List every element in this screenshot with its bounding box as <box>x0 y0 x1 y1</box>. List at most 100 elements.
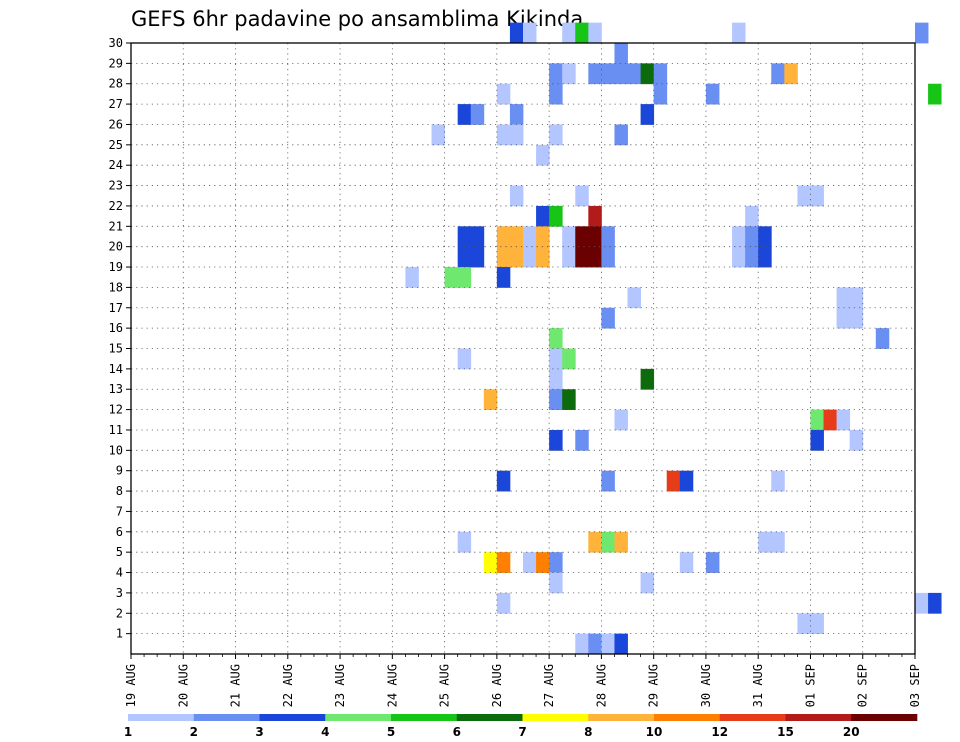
x-tick-label: 29 AUG <box>647 664 661 707</box>
y-tick-label: 25 <box>109 138 123 152</box>
precip-cell <box>810 429 824 451</box>
precip-cell <box>745 246 759 268</box>
precip-cell <box>614 531 628 553</box>
precip-cell <box>614 633 628 655</box>
precip-cell <box>601 470 615 492</box>
precip-cell <box>536 552 550 573</box>
y-tick-label: 17 <box>109 301 123 315</box>
precip-cell <box>496 592 511 614</box>
precip-cell <box>523 246 537 268</box>
y-tick-label: 11 <box>109 423 123 437</box>
precip-cell <box>509 124 524 146</box>
precip-cell <box>509 22 524 44</box>
legend-swatch <box>259 714 326 721</box>
precip-cell <box>810 409 824 431</box>
y-tick-label: 27 <box>109 97 123 111</box>
precip-cell <box>536 226 550 248</box>
precip-cell <box>509 104 524 125</box>
precip-cell <box>496 470 511 492</box>
precip-cell <box>732 226 746 248</box>
y-tick-label: 29 <box>109 56 123 70</box>
precip-cell <box>509 185 524 207</box>
precip-cell <box>536 246 550 268</box>
precip-cell <box>732 22 746 44</box>
y-tick-label: 15 <box>109 342 123 356</box>
precip-cell <box>849 307 864 329</box>
precip-cell <box>771 63 785 85</box>
precip-cell <box>562 246 576 268</box>
precip-cell <box>483 389 498 410</box>
y-tick-label: 23 <box>109 179 123 193</box>
precip-cell <box>915 592 929 614</box>
x-tick-label: 21 AUG <box>229 664 243 707</box>
legend-label: 4 <box>321 725 329 739</box>
precip-cell <box>771 531 785 553</box>
precip-cell <box>745 205 759 227</box>
precip-cell <box>797 185 811 207</box>
precip-cell <box>496 83 511 105</box>
x-tick-label: 22 AUG <box>281 664 295 707</box>
precipitation-cells <box>405 22 942 655</box>
legend-swatch <box>193 714 260 721</box>
precip-cell <box>588 633 602 655</box>
precip-cell <box>640 368 655 390</box>
y-tick-label: 28 <box>109 77 123 91</box>
precip-cell <box>496 552 511 573</box>
precip-cell <box>549 205 563 227</box>
legend-swatch <box>522 714 589 721</box>
legend-swatch <box>325 714 392 721</box>
x-tick-label: 23 AUG <box>333 664 347 707</box>
precip-cell <box>588 63 602 85</box>
precip-cell <box>470 104 485 125</box>
legend-swatch <box>456 714 523 721</box>
precip-cell <box>705 83 720 105</box>
x-tick-label: 30 AUG <box>699 664 713 707</box>
precip-cell <box>457 531 472 553</box>
precip-cell <box>601 63 615 85</box>
legend-label: 20 <box>843 725 860 739</box>
precip-cell <box>627 287 641 309</box>
precip-cell <box>627 63 641 85</box>
precip-cell <box>523 552 537 573</box>
precip-cell <box>640 572 655 594</box>
y-tick-label: 8 <box>116 484 123 498</box>
precip-cell <box>784 63 798 85</box>
precip-cell <box>575 429 589 451</box>
y-tick-label: 18 <box>109 280 123 294</box>
precip-cell <box>588 531 602 553</box>
y-tick-label: 30 <box>109 36 123 50</box>
precip-cell <box>496 246 511 268</box>
precip-cell <box>836 307 851 329</box>
precip-cell <box>457 348 472 370</box>
y-axis-ticks: 1234567891011121314151617181920212223242… <box>109 36 131 641</box>
precip-cell <box>640 63 655 85</box>
precip-cell <box>549 124 563 146</box>
precip-cell <box>614 124 628 146</box>
precip-cell <box>601 633 615 655</box>
precip-cell <box>562 348 576 370</box>
precip-cell <box>705 552 720 573</box>
y-tick-label: 12 <box>109 403 123 417</box>
legend-label: 10 <box>646 725 663 739</box>
y-tick-label: 14 <box>109 362 123 376</box>
precip-cell <box>549 389 563 410</box>
precip-cell <box>679 470 694 492</box>
precip-cell <box>496 124 511 146</box>
precip-cell <box>536 205 550 227</box>
precip-cell <box>653 63 668 85</box>
legend-swatch <box>719 714 786 721</box>
y-tick-label: 4 <box>116 566 123 580</box>
precip-cell <box>875 328 890 349</box>
precip-cell <box>601 307 615 329</box>
y-tick-label: 21 <box>109 219 123 233</box>
precip-cell <box>457 104 472 125</box>
precip-cell <box>562 63 576 85</box>
legend-label: 7 <box>518 725 526 739</box>
precip-cell <box>562 226 576 248</box>
x-tick-label: 26 AUG <box>490 664 504 707</box>
y-tick-label: 6 <box>116 525 123 539</box>
precip-cell <box>849 287 864 309</box>
y-tick-label: 26 <box>109 117 123 131</box>
precip-cell <box>562 22 576 44</box>
precip-cell <box>457 267 472 288</box>
